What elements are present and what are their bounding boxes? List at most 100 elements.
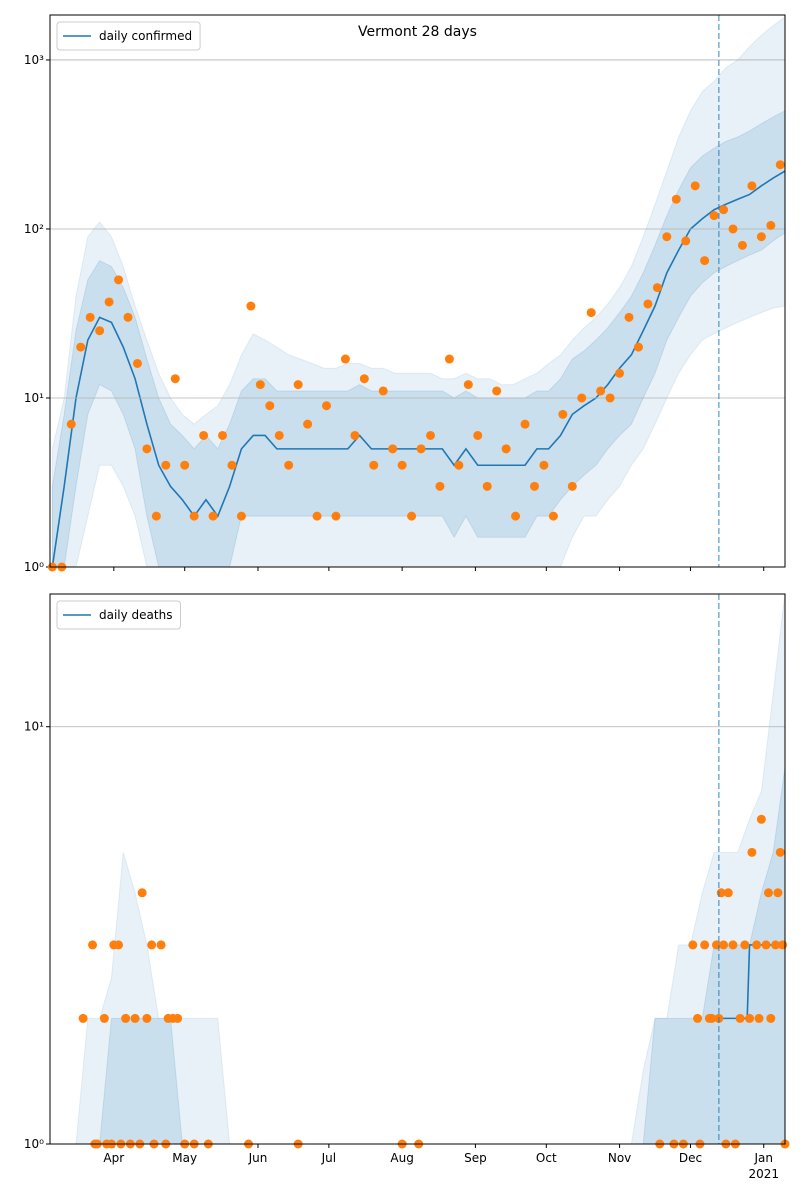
point [723, 888, 733, 898]
point [227, 460, 237, 470]
point [681, 236, 691, 246]
point [745, 1013, 755, 1023]
year-label: 2021 [748, 1167, 779, 1181]
x-tick-label: Dec [679, 1151, 702, 1165]
point [444, 354, 454, 364]
point [246, 301, 256, 311]
point [511, 511, 521, 521]
point [303, 419, 313, 429]
point [180, 460, 190, 470]
point [752, 940, 762, 950]
point [633, 342, 643, 352]
point [274, 430, 284, 440]
point [492, 386, 502, 396]
point [88, 940, 98, 950]
axes-frame [49, 14, 786, 568]
point [208, 511, 218, 521]
point [425, 430, 435, 440]
x-tick-label: Aug [390, 1151, 413, 1165]
confidence-band [51, 16, 785, 567]
y-tick-label: 10¹ [24, 391, 44, 405]
point [747, 847, 757, 857]
point [397, 460, 407, 470]
point [85, 312, 95, 322]
plot-area [52, 594, 785, 1144]
point [548, 511, 558, 521]
point [520, 419, 530, 429]
y-tick-label: 10² [24, 222, 44, 236]
point [728, 940, 738, 950]
x-tick-label: Apr [103, 1151, 124, 1165]
point [454, 460, 464, 470]
y-tick-label: 10³ [24, 53, 44, 67]
point [775, 847, 785, 857]
point [151, 511, 161, 521]
point [778, 940, 788, 950]
point [350, 430, 360, 440]
point [218, 430, 228, 440]
x-tick-label: Oct [536, 1151, 557, 1165]
point [378, 386, 388, 396]
point [340, 354, 350, 364]
point [265, 401, 275, 411]
point [693, 1013, 703, 1023]
x-tick-label: Jul [321, 1151, 336, 1165]
point [95, 326, 105, 336]
point [529, 481, 539, 491]
point [156, 940, 166, 950]
point [501, 444, 511, 454]
confidence-band [52, 594, 785, 1144]
point [652, 283, 662, 293]
point [577, 393, 587, 403]
point [189, 511, 199, 521]
point [671, 194, 681, 204]
point [539, 460, 549, 470]
point [482, 481, 492, 491]
point [76, 342, 86, 352]
point [435, 481, 445, 491]
point [586, 308, 596, 318]
point [114, 275, 124, 285]
point [416, 444, 426, 454]
point [709, 211, 719, 221]
point [707, 1013, 717, 1023]
point [170, 374, 180, 384]
point [463, 380, 473, 390]
point [369, 460, 379, 470]
point [688, 940, 698, 950]
point [775, 160, 785, 170]
confidence-band [52, 767, 785, 1144]
point [773, 888, 783, 898]
point [104, 297, 114, 307]
point [312, 511, 322, 521]
point [331, 511, 341, 521]
point [123, 312, 133, 322]
y-tick-label: 10¹ [24, 720, 44, 734]
point [615, 368, 625, 378]
point [700, 940, 710, 950]
point [567, 481, 577, 491]
point [740, 940, 750, 950]
point [624, 312, 634, 322]
point [322, 401, 332, 411]
point [173, 1013, 183, 1023]
point [66, 419, 76, 429]
point [766, 220, 776, 230]
point [473, 430, 483, 440]
confidence-band [51, 110, 785, 567]
point [558, 409, 568, 419]
legend-label: daily confirmed [99, 29, 192, 43]
point [114, 940, 124, 950]
point [761, 940, 771, 950]
point [763, 888, 773, 898]
y-tick-label: 10⁰ [24, 560, 44, 574]
point [596, 386, 606, 396]
point [388, 444, 398, 454]
point [293, 380, 303, 390]
point [132, 358, 142, 368]
point [735, 1013, 745, 1023]
point [130, 1013, 140, 1023]
point [771, 940, 781, 950]
